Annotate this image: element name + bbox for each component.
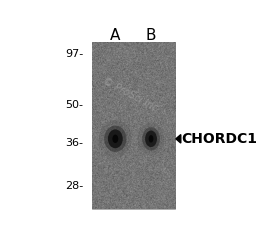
Ellipse shape: [108, 129, 123, 148]
Text: 28-: 28-: [65, 181, 83, 191]
Text: 97-: 97-: [65, 49, 83, 59]
Ellipse shape: [99, 120, 132, 158]
Ellipse shape: [138, 122, 164, 155]
Ellipse shape: [145, 131, 157, 147]
Text: B: B: [146, 27, 156, 43]
Ellipse shape: [149, 135, 153, 143]
Bar: [92, 43, 175, 209]
Text: 36-: 36-: [66, 138, 83, 147]
Text: © ProSci Inc.: © ProSci Inc.: [101, 76, 162, 115]
Text: A: A: [110, 27, 121, 43]
Text: CHORDC1: CHORDC1: [181, 132, 256, 146]
Ellipse shape: [104, 126, 126, 152]
Ellipse shape: [142, 127, 160, 150]
Text: 50-: 50-: [66, 100, 83, 110]
Ellipse shape: [112, 135, 118, 143]
Polygon shape: [176, 135, 181, 143]
